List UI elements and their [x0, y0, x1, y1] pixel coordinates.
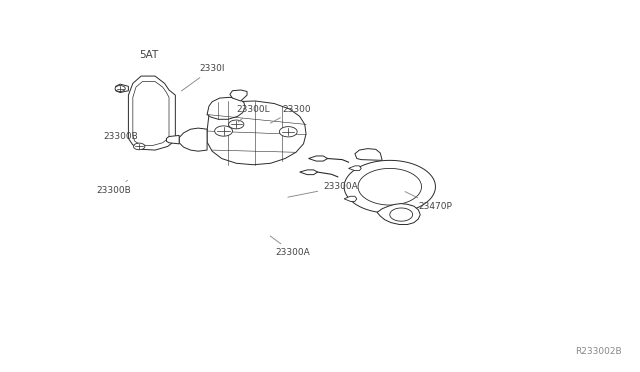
Polygon shape [230, 90, 247, 101]
Text: 23300B: 23300B [103, 132, 138, 146]
Polygon shape [344, 196, 356, 201]
Text: 23300A: 23300A [288, 182, 358, 197]
Polygon shape [308, 156, 328, 161]
Polygon shape [133, 81, 169, 146]
Polygon shape [179, 128, 207, 151]
Polygon shape [228, 120, 244, 129]
Polygon shape [207, 101, 306, 165]
Text: 23300B: 23300B [97, 180, 131, 195]
Polygon shape [355, 149, 382, 160]
Text: 23300L: 23300L [236, 105, 270, 122]
Polygon shape [300, 170, 317, 174]
Polygon shape [344, 160, 435, 213]
Text: 23300: 23300 [271, 105, 310, 123]
Text: 23300A: 23300A [270, 236, 310, 257]
Polygon shape [358, 169, 422, 205]
Polygon shape [134, 143, 145, 150]
Text: 2330l: 2330l [181, 64, 225, 91]
Text: 23470P: 23470P [405, 192, 452, 211]
Polygon shape [214, 126, 232, 136]
Polygon shape [166, 135, 179, 144]
Polygon shape [349, 166, 361, 171]
Polygon shape [390, 208, 413, 221]
Polygon shape [377, 203, 420, 224]
Polygon shape [129, 76, 175, 150]
Polygon shape [115, 86, 125, 92]
Polygon shape [116, 84, 129, 93]
Text: 5AT: 5AT [139, 49, 159, 60]
Polygon shape [207, 97, 245, 119]
Text: R233002B: R233002B [575, 347, 621, 356]
Polygon shape [280, 126, 297, 137]
